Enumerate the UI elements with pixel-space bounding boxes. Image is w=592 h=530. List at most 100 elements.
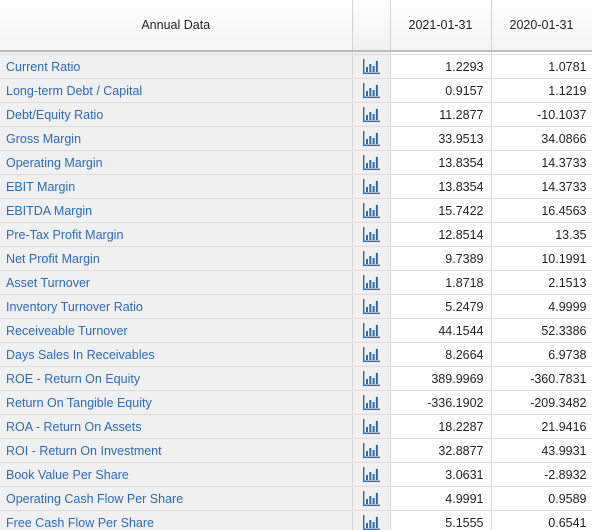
header-period-2020: 2020-01-31 xyxy=(491,0,592,52)
value-2021: 44.1544 xyxy=(390,318,492,343)
metric-label-link[interactable]: EBIT Margin xyxy=(0,174,353,199)
metric-label-link[interactable]: Current Ratio xyxy=(0,54,353,79)
value-2021: 18.2287 xyxy=(390,414,492,439)
table-row: Book Value Per Share 3.0631 -2.8932 xyxy=(0,462,592,487)
metric-label-link[interactable]: Return On Tangible Equity xyxy=(0,390,353,415)
table-row: Gross Margin 33.9513 34.0866 xyxy=(0,126,592,151)
value-2021: 5.2479 xyxy=(390,294,492,319)
bar-chart-icon[interactable] xyxy=(362,347,380,363)
table-row: Operating Margin 13.8354 14.3733 xyxy=(0,150,592,175)
value-2020: 14.3733 xyxy=(491,174,592,199)
value-2020: -209.3482 xyxy=(491,390,592,415)
metric-label-link[interactable]: Pre-Tax Profit Margin xyxy=(0,222,353,247)
table-row: Asset Turnover 1.8718 2.1513 xyxy=(0,270,592,295)
value-2020: 1.0781 xyxy=(491,54,592,79)
value-2020: -2.8932 xyxy=(491,462,592,487)
header-period-2021: 2021-01-31 xyxy=(390,0,492,52)
chart-cell xyxy=(352,486,391,511)
header-chart-column xyxy=(352,0,391,52)
metric-label-link[interactable]: EBITDA Margin xyxy=(0,198,353,223)
metric-label-link[interactable]: Long-term Debt / Capital xyxy=(0,78,353,103)
chart-cell xyxy=(352,174,391,199)
metric-label-link[interactable]: Gross Margin xyxy=(0,126,353,151)
bar-chart-icon[interactable] xyxy=(362,419,380,435)
bar-chart-icon[interactable] xyxy=(362,251,380,267)
table-row: Free Cash Flow Per Share 5.1555 0.6541 xyxy=(0,510,592,530)
value-2021: 1.2293 xyxy=(390,54,492,79)
table-row: Receiveable Turnover 44.1544 52.3386 xyxy=(0,318,592,343)
bar-chart-icon[interactable] xyxy=(362,275,380,291)
metric-label-link[interactable]: Asset Turnover xyxy=(0,270,353,295)
value-2020: 1.1219 xyxy=(491,78,592,103)
value-2021: 5.1555 xyxy=(390,510,492,530)
metric-label-link[interactable]: Receiveable Turnover xyxy=(0,318,353,343)
value-2021: -336.1902 xyxy=(390,390,492,415)
bar-chart-icon[interactable] xyxy=(362,467,380,483)
bar-chart-icon[interactable] xyxy=(362,491,380,507)
metric-label-link[interactable]: Inventory Turnover Ratio xyxy=(0,294,353,319)
value-2021: 9.7389 xyxy=(390,246,492,271)
value-2020: 52.3386 xyxy=(491,318,592,343)
table-row: EBIT Margin 13.8354 14.3733 xyxy=(0,174,592,199)
bar-chart-icon[interactable] xyxy=(362,83,380,99)
value-2020: 13.35 xyxy=(491,222,592,247)
table-row: Long-term Debt / Capital 0.9157 1.1219 xyxy=(0,78,592,103)
chart-cell xyxy=(352,390,391,415)
value-2020: -10.1037 xyxy=(491,102,592,127)
metric-label-link[interactable]: Debt/Equity Ratio xyxy=(0,102,353,127)
chart-cell xyxy=(352,270,391,295)
value-2020: 21.9416 xyxy=(491,414,592,439)
value-2020: 0.9589 xyxy=(491,486,592,511)
metric-label-link[interactable]: Operating Cash Flow Per Share xyxy=(0,486,353,511)
value-2020: 16.4563 xyxy=(491,198,592,223)
chart-cell xyxy=(352,414,391,439)
metric-label-link[interactable]: Operating Margin xyxy=(0,150,353,175)
value-2021: 15.7422 xyxy=(390,198,492,223)
header-spacer-row xyxy=(0,51,592,55)
bar-chart-icon[interactable] xyxy=(362,515,380,530)
value-2020: 0.6541 xyxy=(491,510,592,530)
bar-chart-icon[interactable] xyxy=(362,107,380,123)
table-row: EBITDA Margin 15.7422 16.4563 xyxy=(0,198,592,223)
chart-cell xyxy=(352,438,391,463)
bar-chart-icon[interactable] xyxy=(362,371,380,387)
value-2021: 11.2877 xyxy=(390,102,492,127)
table-row: ROI - Return On Investment 32.8877 43.99… xyxy=(0,438,592,463)
chart-cell xyxy=(352,246,391,271)
bar-chart-icon[interactable] xyxy=(362,323,380,339)
value-2020: 4.9999 xyxy=(491,294,592,319)
chart-cell xyxy=(352,222,391,247)
value-2021: 13.8354 xyxy=(390,150,492,175)
table-row: ROE - Return On Equity 389.9969 -360.783… xyxy=(0,366,592,391)
value-2021: 33.9513 xyxy=(390,126,492,151)
value-2021: 389.9969 xyxy=(390,366,492,391)
bar-chart-icon[interactable] xyxy=(362,227,380,243)
value-2021: 3.0631 xyxy=(390,462,492,487)
metric-label-link[interactable]: Free Cash Flow Per Share xyxy=(0,510,353,530)
chart-cell xyxy=(352,294,391,319)
chart-cell xyxy=(352,150,391,175)
bar-chart-icon[interactable] xyxy=(362,59,380,75)
value-2021: 1.8718 xyxy=(390,270,492,295)
header-annual-data: Annual Data xyxy=(0,0,353,52)
bar-chart-icon[interactable] xyxy=(362,395,380,411)
value-2020: -360.7831 xyxy=(491,366,592,391)
chart-cell xyxy=(352,342,391,367)
value-2020: 2.1513 xyxy=(491,270,592,295)
metric-label-link[interactable]: Days Sales In Receivables xyxy=(0,342,353,367)
metric-label-link[interactable]: ROI - Return On Investment xyxy=(0,438,353,463)
metric-label-link[interactable]: ROE - Return On Equity xyxy=(0,366,353,391)
value-2021: 8.2664 xyxy=(390,342,492,367)
bar-chart-icon[interactable] xyxy=(362,131,380,147)
metric-label-link[interactable]: Net Profit Margin xyxy=(0,246,353,271)
bar-chart-icon[interactable] xyxy=(362,299,380,315)
metric-label-link[interactable]: ROA - Return On Assets xyxy=(0,414,353,439)
bar-chart-icon[interactable] xyxy=(362,203,380,219)
value-2021: 4.9991 xyxy=(390,486,492,511)
metric-label-link[interactable]: Book Value Per Share xyxy=(0,462,353,487)
bar-chart-icon[interactable] xyxy=(362,179,380,195)
chart-cell xyxy=(352,102,391,127)
bar-chart-icon[interactable] xyxy=(362,443,380,459)
bar-chart-icon[interactable] xyxy=(362,155,380,171)
